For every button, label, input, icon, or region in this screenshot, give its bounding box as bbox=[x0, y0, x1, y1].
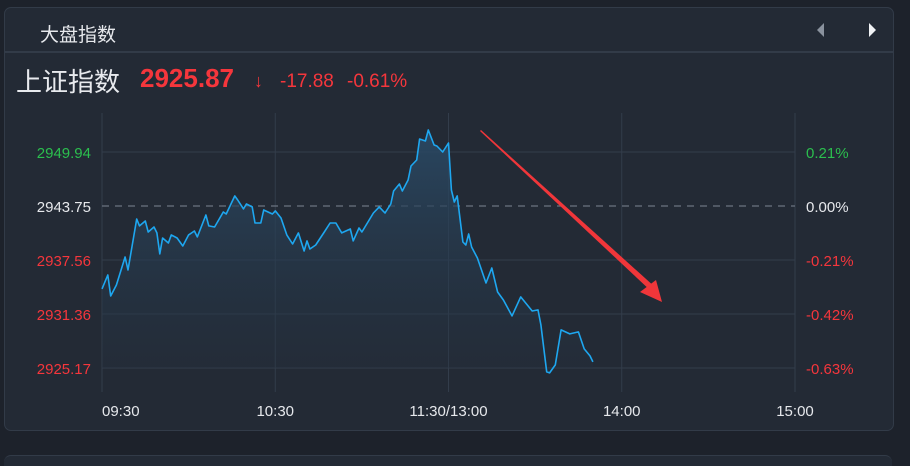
y-tick-label-right: 0.21% bbox=[806, 145, 849, 162]
y-tick-label-right: 0.00% bbox=[806, 199, 849, 216]
x-tick-label: 09:30 bbox=[102, 403, 140, 420]
x-tick-label: 11:30/13:00 bbox=[409, 403, 487, 420]
y-tick-label-right: -0.63% bbox=[806, 361, 854, 378]
y-tick-label-left: 2943.75 bbox=[37, 199, 91, 216]
x-tick-label: 14:00 bbox=[603, 403, 641, 420]
y-tick-label-right: -0.42% bbox=[806, 307, 854, 324]
y-tick-label-left: 2937.56 bbox=[37, 253, 91, 270]
y-tick-label-left: 2931.36 bbox=[37, 307, 91, 324]
y-tick-label-left: 2949.94 bbox=[37, 145, 91, 162]
x-tick-label: 10:30 bbox=[256, 403, 294, 420]
y-tick-label-left: 2925.17 bbox=[37, 361, 91, 378]
annotation-arrow-shaft bbox=[480, 130, 656, 292]
y-tick-label-right: -0.21% bbox=[806, 253, 854, 270]
x-tick-label: 15:00 bbox=[776, 403, 814, 420]
